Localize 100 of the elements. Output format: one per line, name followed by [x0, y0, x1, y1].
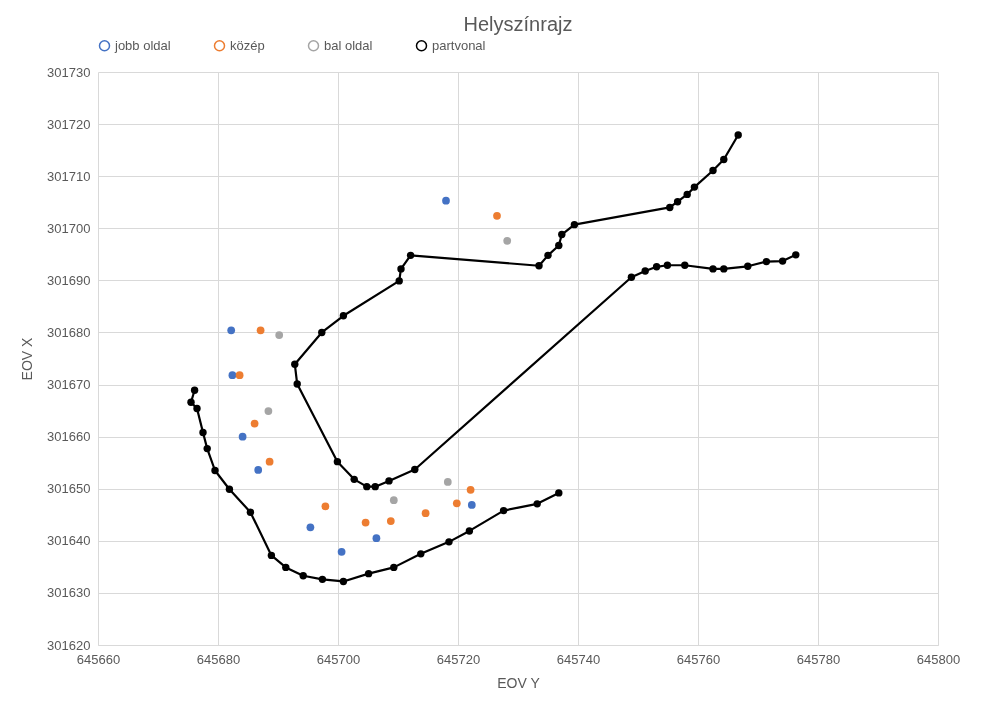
point	[321, 502, 330, 511]
point	[264, 407, 273, 415]
point	[627, 273, 636, 281]
point	[190, 386, 199, 394]
point	[778, 257, 787, 265]
point	[254, 466, 263, 474]
x-tick-label: 645780	[796, 651, 841, 667]
point	[227, 326, 236, 335]
point	[265, 457, 274, 466]
point	[709, 166, 717, 175]
point	[397, 265, 405, 273]
x-tick-label: 645660	[76, 651, 121, 667]
x-tick-label: 645680	[196, 651, 241, 667]
point	[282, 563, 290, 572]
point	[363, 482, 371, 491]
point	[339, 577, 348, 586]
y-tick-label: 301620	[47, 637, 91, 653]
x-tick-label: 645740	[556, 651, 601, 667]
point	[720, 155, 728, 164]
point	[406, 251, 415, 260]
point	[570, 220, 579, 229]
point	[390, 563, 398, 572]
point	[683, 190, 691, 199]
point	[193, 404, 201, 413]
point	[386, 517, 395, 525]
y-axis-title: EOV X	[19, 336, 36, 381]
point	[533, 500, 541, 508]
point	[199, 428, 207, 437]
point	[385, 477, 393, 485]
point	[371, 482, 379, 491]
y-tick-label: 301690	[47, 272, 91, 288]
point	[690, 183, 699, 191]
legend-label: jobb oldal	[114, 37, 171, 53]
point	[762, 257, 771, 266]
point	[299, 572, 307, 580]
point	[364, 569, 373, 578]
point	[709, 265, 717, 273]
point	[734, 131, 742, 139]
point	[250, 419, 259, 428]
y-tick-label: 301650	[47, 481, 91, 497]
point	[558, 230, 566, 239]
point	[187, 398, 195, 406]
point	[681, 261, 689, 269]
point	[744, 262, 752, 270]
point	[395, 277, 403, 285]
point	[293, 380, 301, 388]
point	[641, 267, 649, 275]
y-tick-label: 301660	[47, 429, 91, 445]
y-tick-label: 301710	[47, 168, 91, 184]
point	[228, 371, 237, 380]
point	[452, 499, 461, 508]
point	[467, 501, 476, 509]
point	[417, 550, 425, 558]
point	[203, 444, 211, 453]
point	[652, 263, 661, 271]
point	[466, 485, 475, 494]
point	[411, 465, 419, 474]
point	[306, 523, 315, 532]
point	[421, 509, 430, 518]
x-tick-label: 645700	[316, 651, 361, 667]
point	[275, 331, 284, 339]
point	[445, 538, 453, 546]
point	[673, 198, 682, 206]
legend-label: közép	[230, 37, 265, 53]
point	[211, 466, 219, 475]
y-tick-label: 301700	[47, 220, 91, 236]
point	[663, 261, 672, 269]
point	[333, 457, 342, 466]
point	[503, 236, 512, 245]
point	[238, 432, 247, 441]
point	[544, 251, 552, 260]
point	[465, 527, 474, 535]
point	[666, 203, 674, 212]
point	[225, 485, 234, 493]
point	[389, 496, 398, 505]
x-tick-label: 645800	[916, 651, 961, 667]
point	[291, 360, 299, 368]
point	[235, 371, 244, 380]
point	[350, 475, 358, 484]
point	[555, 489, 563, 497]
x-axis-title: EOV Y	[497, 674, 541, 691]
point	[246, 508, 255, 516]
point	[443, 478, 452, 486]
point	[318, 575, 327, 584]
point	[372, 534, 381, 543]
point	[499, 506, 508, 515]
point	[535, 262, 543, 270]
legend-label: bal oldal	[324, 37, 373, 53]
x-tick-label: 645760	[676, 651, 721, 667]
point	[318, 328, 326, 337]
point	[720, 265, 728, 273]
point	[555, 241, 563, 250]
y-tick-label: 301640	[47, 533, 91, 549]
y-tick-label: 301730	[47, 64, 91, 80]
point	[337, 547, 346, 556]
chart-title: Helyszínrajz	[463, 13, 573, 35]
y-tick-label: 301670	[47, 377, 91, 393]
point	[792, 251, 800, 259]
y-tick-label: 301680	[47, 324, 91, 340]
legend-label: partvonal	[432, 37, 486, 53]
